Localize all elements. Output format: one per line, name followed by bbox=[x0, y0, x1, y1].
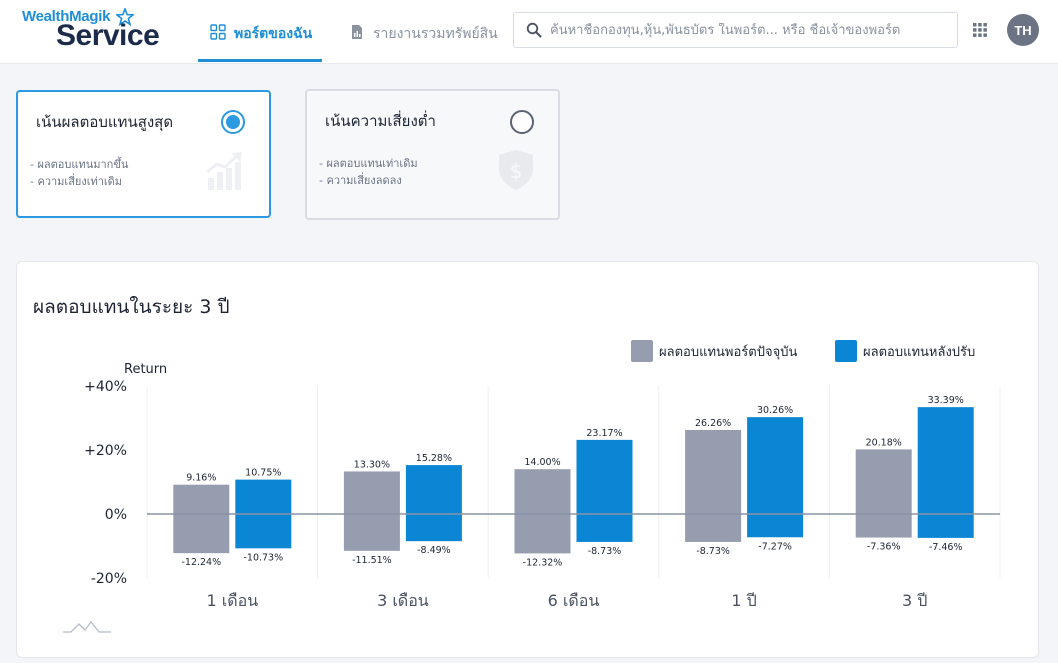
data-label-low: -7.46% bbox=[929, 542, 963, 553]
y-tick-label: +20% bbox=[84, 443, 127, 459]
radio-unselected[interactable] bbox=[510, 110, 534, 134]
tab-my-portfolio[interactable]: พอร์ตของฉัน bbox=[198, 22, 322, 62]
tab-asset-report[interactable]: รายงานรวมทรัพย์สิน bbox=[347, 22, 507, 62]
legend-adjusted: ผลตอบแทนหลังปรับ bbox=[835, 340, 975, 362]
apps-grid-icon[interactable] bbox=[970, 20, 990, 40]
svg-text:$: $ bbox=[510, 159, 523, 183]
legend-current: ผลตอบแทนพอร์ตปัจจุบัน bbox=[631, 340, 797, 362]
data-label-low: -10.73% bbox=[243, 552, 283, 563]
option-title: เน้นความเสี่ยงต่ำ bbox=[325, 112, 436, 130]
chart-bar bbox=[405, 465, 462, 542]
data-label-high: 15.28% bbox=[416, 453, 452, 464]
logo-wordmark-bottom: Service bbox=[56, 19, 160, 52]
x-tick-label: 1 เดือน bbox=[206, 591, 258, 610]
chart-bar bbox=[917, 407, 974, 538]
data-label-low: -7.27% bbox=[758, 541, 792, 552]
option-bullets: - ผลตอบแทนเท่าเดิม - ความเสี่ยงลดลง bbox=[319, 155, 418, 189]
data-label-high: 20.18% bbox=[866, 437, 902, 448]
data-label-low: -11.51% bbox=[352, 555, 392, 566]
x-tick-label: 1 ปี bbox=[731, 591, 756, 610]
y-axis-label: Return bbox=[124, 362, 167, 377]
chart-bar bbox=[173, 484, 230, 554]
x-tick-label: 3 ปี bbox=[902, 591, 927, 610]
option-max-return[interactable]: เน้นผลตอบแทนสูงสุด - ผลตอบแทนมากขึ้น - ค… bbox=[16, 90, 271, 218]
data-label-high: 33.39% bbox=[928, 395, 964, 406]
y-tick-label: 0% bbox=[105, 507, 127, 523]
mini-line-chart-icon bbox=[63, 620, 111, 633]
chart-title: ผลตอบแทนในระยะ 3 ปี bbox=[33, 296, 230, 318]
option-bullet: - ผลตอบแทนเท่าเดิม bbox=[319, 157, 418, 170]
shield-dollar-icon: $ bbox=[499, 150, 533, 190]
logo-wordmark-top: WealthMagik bbox=[22, 8, 111, 25]
tab-label: พอร์ตของฉัน bbox=[234, 26, 313, 42]
data-label-high: 14.00% bbox=[524, 457, 560, 468]
x-tick-label: 6 เดือน bbox=[548, 591, 600, 610]
data-label-high: 26.26% bbox=[695, 418, 731, 429]
returns-chart-panel: ผลตอบแทนในระยะ 3 ปี ผลตอบแทนพอร์ตปัจจุบั… bbox=[16, 261, 1039, 658]
data-label-low: -12.24% bbox=[181, 557, 221, 568]
data-label-low: -8.73% bbox=[696, 546, 730, 557]
data-label-high: 9.16% bbox=[186, 473, 216, 484]
user-avatar[interactable]: TH bbox=[1007, 14, 1039, 46]
data-label-high: 30.26% bbox=[757, 405, 793, 416]
top-header: WealthMagik Service พอร์ตของฉัน รายงานรว… bbox=[0, 0, 1058, 64]
chart-bar bbox=[343, 471, 400, 551]
legend-swatch bbox=[631, 340, 653, 362]
option-low-risk[interactable]: เน้นความเสี่ยงต่ำ - ผลตอบแทนเท่าเดิม - ค… bbox=[305, 89, 560, 220]
option-title: เน้นผลตอบแทนสูงสุด bbox=[36, 113, 174, 131]
legend-swatch bbox=[835, 340, 857, 362]
y-tick-label: -20% bbox=[91, 571, 127, 587]
option-bullet: - ความเสี่ยงเท่าเดิม bbox=[30, 175, 123, 188]
data-label-high: 10.75% bbox=[245, 468, 281, 479]
chart-bar bbox=[855, 449, 912, 538]
star-icon bbox=[116, 8, 134, 26]
option-bullet: - ความเสี่ยงลดลง bbox=[319, 174, 402, 187]
tab-label: รายงานรวมทรัพย์สิน bbox=[373, 26, 498, 42]
data-label-low: -7.36% bbox=[867, 542, 901, 553]
growth-chart-icon bbox=[206, 152, 242, 190]
legend-label: ผลตอบแทนหลังปรับ bbox=[863, 344, 976, 360]
chart-bar bbox=[685, 429, 742, 542]
data-label-high: 13.30% bbox=[354, 459, 390, 470]
search-icon bbox=[526, 22, 542, 38]
grid-icon bbox=[210, 24, 226, 40]
report-icon bbox=[352, 25, 362, 39]
returns-bar-chart: Return +40% +20% 0% -20% 9.16% -12.24% 10.75% -1… bbox=[84, 362, 1001, 610]
data-label-high: 23.17% bbox=[586, 428, 622, 439]
data-label-low: -8.73% bbox=[588, 546, 622, 557]
option-bullet: - ผลตอบแทนมากขึ้น bbox=[30, 158, 129, 171]
option-bullets: - ผลตอบแทนมากขึ้น - ความเสี่ยงเท่าเดิม bbox=[30, 156, 128, 190]
data-label-low: -8.49% bbox=[417, 545, 451, 556]
data-label-low: -12.32% bbox=[523, 557, 563, 568]
search-box[interactable] bbox=[513, 12, 958, 48]
chart-bar bbox=[514, 469, 571, 554]
radio-selected[interactable] bbox=[221, 110, 245, 134]
search-input[interactable] bbox=[550, 22, 950, 38]
legend-label: ผลตอบแทนพอร์ตปัจจุบัน bbox=[659, 344, 798, 360]
x-tick-label: 3 เดือน bbox=[377, 591, 429, 610]
y-tick-label: +40% bbox=[84, 379, 127, 395]
wealthmagik-logo[interactable]: WealthMagik Service bbox=[20, 6, 170, 56]
chart-bar bbox=[576, 439, 633, 542]
chart-bar bbox=[747, 417, 804, 538]
